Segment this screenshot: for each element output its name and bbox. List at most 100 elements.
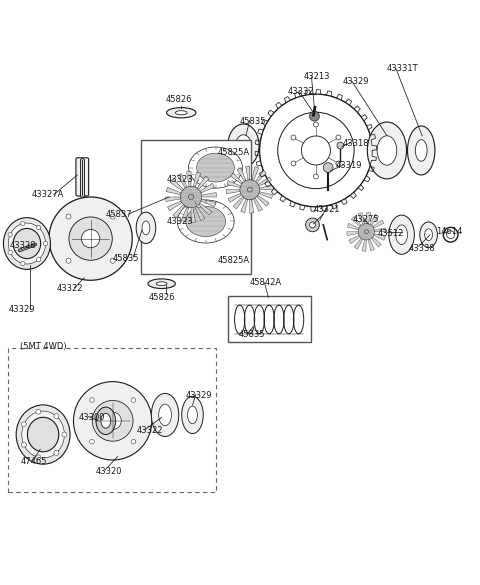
Circle shape bbox=[22, 442, 26, 447]
Polygon shape bbox=[252, 167, 259, 181]
Polygon shape bbox=[227, 181, 240, 188]
Text: 43329: 43329 bbox=[186, 391, 213, 400]
Polygon shape bbox=[168, 201, 182, 211]
FancyBboxPatch shape bbox=[141, 140, 251, 274]
Text: 14614: 14614 bbox=[436, 227, 462, 236]
Text: 45835: 45835 bbox=[240, 116, 266, 126]
Polygon shape bbox=[233, 197, 244, 209]
Circle shape bbox=[90, 439, 94, 444]
Polygon shape bbox=[253, 198, 263, 211]
Text: 43332: 43332 bbox=[288, 87, 314, 96]
Ellipse shape bbox=[182, 396, 203, 433]
Ellipse shape bbox=[188, 406, 197, 424]
Polygon shape bbox=[199, 203, 212, 215]
Circle shape bbox=[306, 218, 319, 232]
Circle shape bbox=[54, 450, 59, 455]
Text: 45835: 45835 bbox=[113, 254, 139, 263]
Polygon shape bbox=[258, 177, 272, 186]
Circle shape bbox=[54, 414, 59, 419]
Text: 43329: 43329 bbox=[9, 305, 36, 314]
Polygon shape bbox=[250, 199, 254, 213]
Polygon shape bbox=[201, 199, 216, 207]
Circle shape bbox=[131, 439, 136, 444]
Circle shape bbox=[49, 197, 132, 280]
Circle shape bbox=[310, 222, 315, 228]
Text: 43328: 43328 bbox=[10, 242, 36, 250]
Polygon shape bbox=[202, 192, 216, 197]
Circle shape bbox=[36, 257, 41, 261]
Polygon shape bbox=[351, 216, 361, 226]
Text: 45826: 45826 bbox=[148, 293, 175, 302]
Polygon shape bbox=[173, 205, 185, 218]
Text: 43323: 43323 bbox=[167, 176, 193, 184]
Text: 43329: 43329 bbox=[343, 77, 369, 87]
Ellipse shape bbox=[377, 136, 397, 165]
Circle shape bbox=[62, 432, 67, 437]
Polygon shape bbox=[374, 228, 386, 232]
Circle shape bbox=[21, 221, 25, 226]
Circle shape bbox=[358, 223, 374, 240]
Ellipse shape bbox=[408, 126, 435, 175]
Polygon shape bbox=[259, 192, 273, 199]
Text: 45837: 45837 bbox=[105, 209, 132, 219]
FancyBboxPatch shape bbox=[76, 158, 89, 196]
Text: (5MT 4WD): (5MT 4WD) bbox=[20, 342, 66, 351]
Ellipse shape bbox=[151, 393, 179, 436]
Polygon shape bbox=[260, 185, 273, 190]
Text: 47465: 47465 bbox=[21, 457, 47, 466]
Polygon shape bbox=[228, 194, 241, 202]
Polygon shape bbox=[362, 240, 366, 252]
Ellipse shape bbox=[3, 218, 50, 269]
Circle shape bbox=[66, 258, 71, 263]
Polygon shape bbox=[372, 237, 382, 247]
Text: 43319: 43319 bbox=[336, 161, 362, 170]
Circle shape bbox=[82, 229, 100, 248]
Polygon shape bbox=[177, 174, 187, 188]
Ellipse shape bbox=[13, 228, 41, 259]
Ellipse shape bbox=[142, 221, 150, 235]
Text: 43327A: 43327A bbox=[32, 190, 64, 199]
Ellipse shape bbox=[415, 140, 427, 161]
Text: 45825A: 45825A bbox=[218, 149, 250, 157]
Circle shape bbox=[110, 258, 115, 263]
Polygon shape bbox=[370, 214, 379, 225]
Circle shape bbox=[90, 398, 94, 402]
Text: 43322: 43322 bbox=[136, 426, 163, 435]
Polygon shape bbox=[237, 168, 246, 181]
Polygon shape bbox=[354, 238, 362, 249]
Circle shape bbox=[313, 174, 318, 179]
Circle shape bbox=[36, 225, 41, 230]
Circle shape bbox=[21, 261, 25, 266]
Circle shape bbox=[8, 232, 12, 237]
Ellipse shape bbox=[22, 411, 64, 458]
Polygon shape bbox=[195, 206, 205, 221]
Ellipse shape bbox=[156, 282, 167, 285]
Text: 43275: 43275 bbox=[353, 215, 379, 223]
Ellipse shape bbox=[396, 225, 408, 245]
Polygon shape bbox=[347, 232, 358, 236]
Polygon shape bbox=[374, 234, 385, 240]
Circle shape bbox=[92, 401, 133, 441]
Circle shape bbox=[73, 381, 152, 460]
Ellipse shape bbox=[175, 111, 187, 115]
Circle shape bbox=[336, 161, 341, 166]
Ellipse shape bbox=[420, 222, 437, 247]
Circle shape bbox=[336, 135, 341, 140]
Polygon shape bbox=[191, 208, 195, 222]
Ellipse shape bbox=[389, 215, 414, 254]
Polygon shape bbox=[166, 197, 180, 201]
Polygon shape bbox=[181, 207, 189, 222]
Polygon shape bbox=[367, 212, 371, 223]
Polygon shape bbox=[368, 239, 374, 251]
Ellipse shape bbox=[136, 212, 156, 243]
Ellipse shape bbox=[16, 405, 70, 464]
Ellipse shape bbox=[236, 135, 251, 156]
Ellipse shape bbox=[96, 407, 116, 435]
Circle shape bbox=[36, 410, 41, 414]
Circle shape bbox=[131, 398, 136, 402]
Ellipse shape bbox=[159, 404, 171, 426]
Circle shape bbox=[180, 186, 202, 208]
Circle shape bbox=[69, 217, 112, 260]
Polygon shape bbox=[170, 179, 183, 191]
Ellipse shape bbox=[367, 122, 407, 179]
